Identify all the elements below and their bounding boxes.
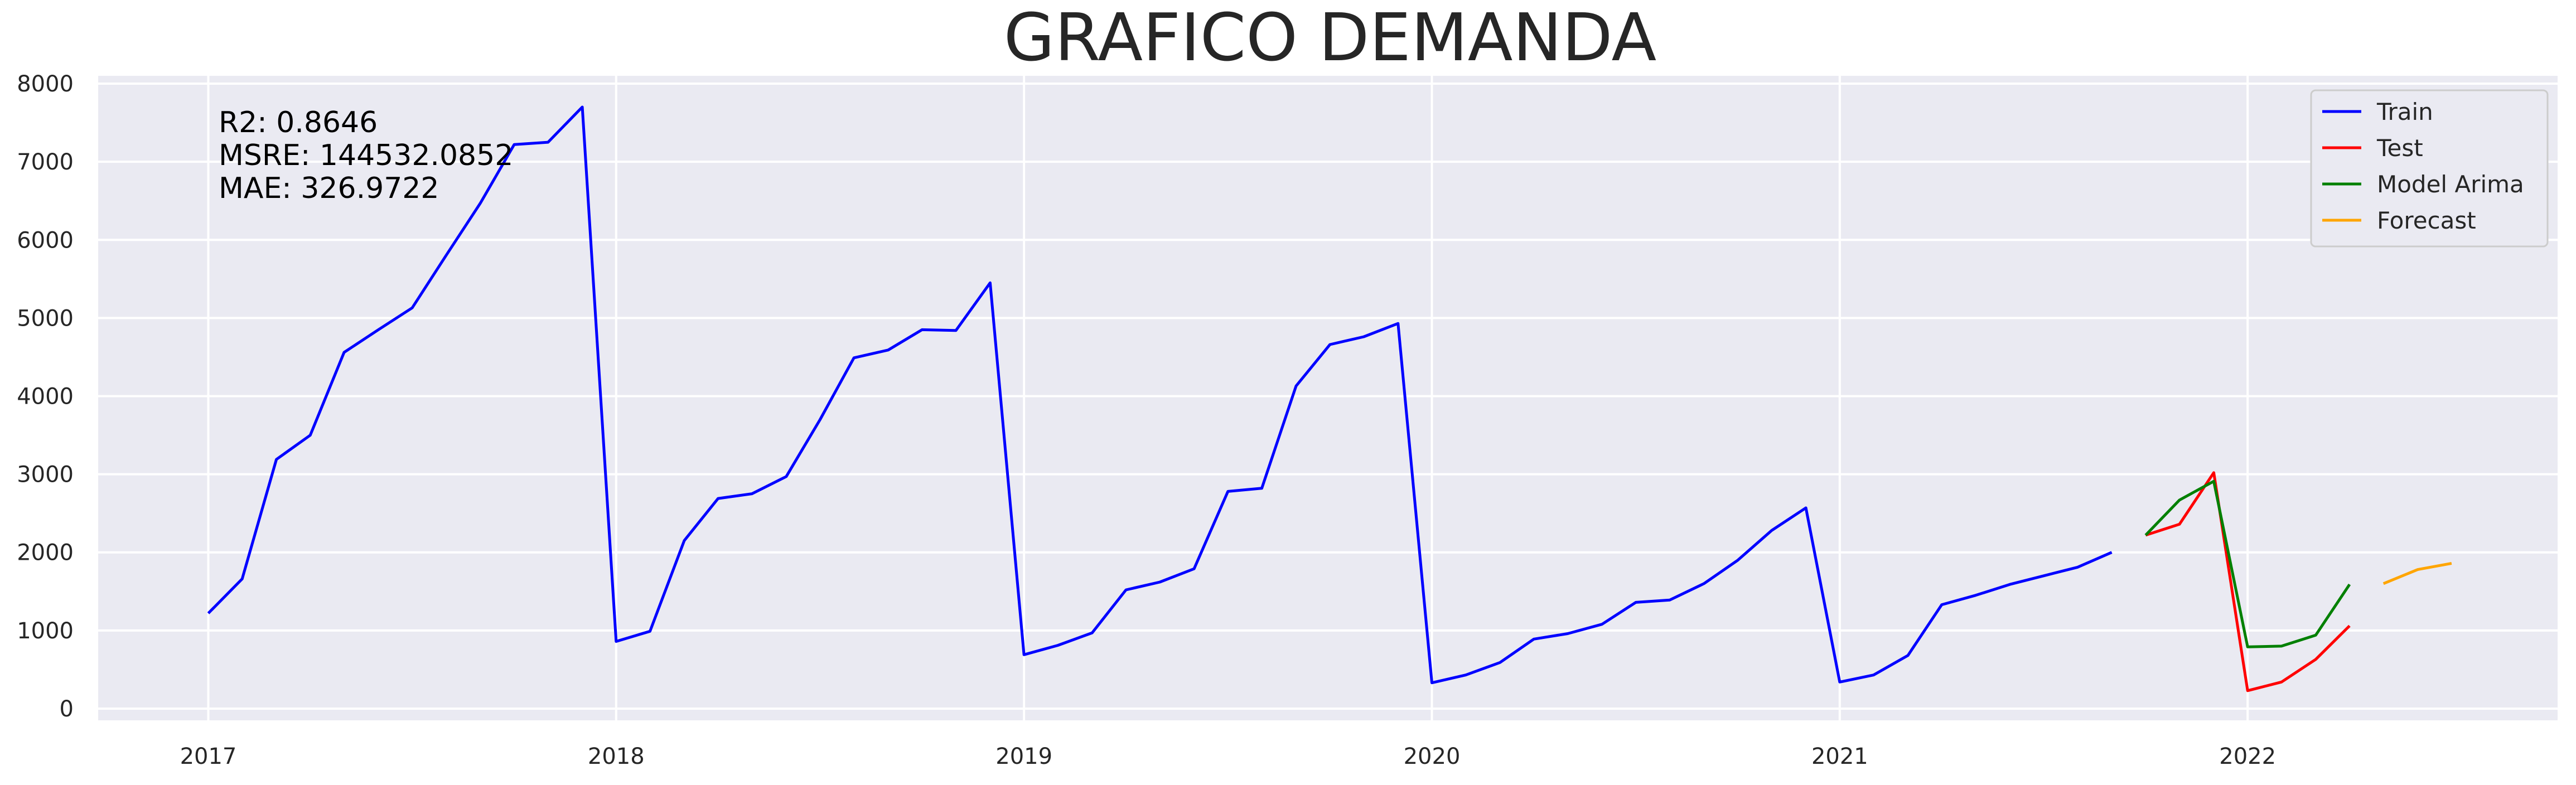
series-lines (207, 105, 2452, 692)
x-tick-label: 2017 (180, 744, 237, 769)
x-tick-label: 2022 (2219, 744, 2276, 769)
x-tick-label: 2019 (995, 744, 1052, 769)
y-tick-label: 7000 (17, 149, 74, 175)
legend-label-forecast: Forecast (2377, 207, 2476, 234)
series-line-forecast (2382, 561, 2452, 585)
metric-msre: MSRE: 144532.0852 (219, 139, 513, 172)
series-line-model-arima (2144, 479, 2351, 648)
y-axis-tick-labels: 0 1000 2000 3000 4000 5000 6000 7000 8000 (17, 71, 74, 722)
legend: Train Test Model Arima Forecast (2310, 89, 2549, 248)
x-tick-label: 2021 (1811, 744, 1868, 769)
y-tick-label: 2000 (17, 540, 74, 566)
y-tick-label: 8000 (17, 71, 74, 97)
chart-title: GRAFICO DEMANDA (1004, 0, 1657, 76)
y-tick-label: 0 (60, 696, 74, 722)
x-axis-tick-labels: 2017 2018 2019 2020 2021 2022 (180, 744, 2277, 769)
series-line-test (2145, 471, 2351, 692)
legend-label-train: Train (2376, 98, 2433, 125)
x-tick-label: 2018 (588, 744, 645, 769)
y-tick-label: 5000 (17, 306, 74, 331)
metrics-annotation: R2: 0.8646 MSRE: 144532.0852 MAE: 326.97… (219, 106, 513, 205)
legend-label-model-arima: Model Arima (2377, 171, 2524, 198)
series-line-train (207, 105, 2113, 685)
metric-r2: R2: 0.8646 (219, 106, 378, 139)
legend-box (2310, 89, 2549, 248)
y-tick-label: 3000 (17, 462, 74, 488)
metric-mae: MAE: 326.9722 (219, 172, 439, 205)
y-tick-label: 1000 (17, 618, 74, 644)
y-tick-label: 4000 (17, 384, 74, 409)
grid-lines (98, 76, 2558, 720)
x-tick-label: 2020 (1404, 744, 1461, 769)
plot-area (98, 76, 2558, 720)
legend-label-test: Test (2376, 134, 2423, 162)
y-tick-label: 6000 (17, 227, 74, 253)
